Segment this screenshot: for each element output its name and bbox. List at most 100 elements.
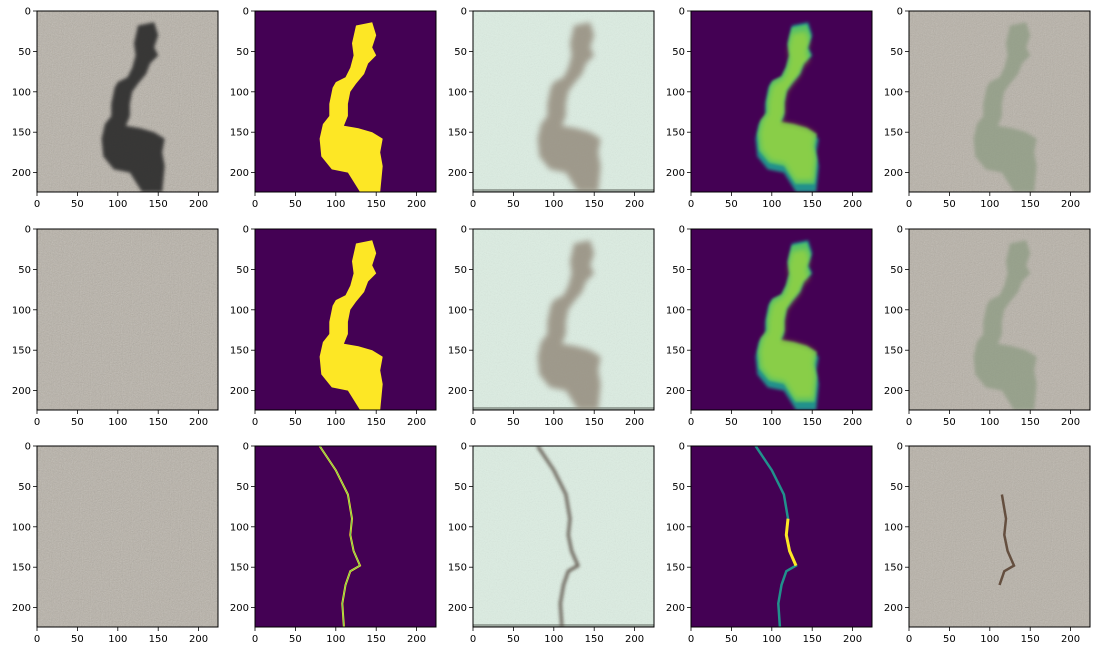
panel-r0-c0: 0 50 100 150 200 0 50 100 150 200 [12,7,219,210]
y-tick-label: 0 [243,442,249,453]
panel-r2-c0: 0 50 100 150 200 0 50 100 150 200 [12,442,219,645]
mask-region [319,22,383,192]
y-tick-label: 100 [12,522,31,533]
x-tick-label: 0 [470,417,476,428]
panel-image [255,229,436,410]
panel-image [473,446,654,627]
x-tick-label: 0 [470,199,476,210]
y-tick-label: 50 [454,482,467,493]
y-tick-label: 50 [890,47,903,58]
x-tick-label: 50 [507,199,520,210]
axes-frame [908,445,1091,628]
x-tick-label: 150 [585,417,604,428]
x-tick-label: 50 [71,199,84,210]
panel-image [37,446,218,627]
x-tick-label: 200 [843,199,862,210]
y-tick-label: 200 [12,168,31,179]
x-tick-label: 50 [943,417,956,428]
x-tick-label: 200 [189,199,208,210]
y-tick-label: 0 [243,7,249,18]
y-tick-label: 50 [454,47,467,58]
y-tick-label: 150 [666,346,685,357]
y-tick-label: 150 [884,563,903,574]
x-tick-label: 50 [507,634,520,645]
panel-r1-c3: 0 50 100 150 200 0 50 100 150 200 [666,225,873,428]
y-tick-label: 50 [890,482,903,493]
panel-r2-c1: 0 50 100 150 200 0 50 100 150 200 [230,442,437,645]
panel-image [473,229,654,410]
x-tick-label: 150 [1021,417,1040,428]
axes-frame [472,228,655,411]
panel-image [909,11,1090,192]
x-tick-label: 150 [1021,199,1040,210]
x-tick-label: 0 [252,199,258,210]
x-tick-label: 150 [367,199,386,210]
x-tick-label: 50 [289,417,302,428]
panel-image [909,229,1090,410]
y-tick-label: 200 [666,386,685,397]
x-tick-label: 100 [762,199,781,210]
y-tick-label: 0 [679,7,685,18]
y-tick-label: 200 [884,168,903,179]
x-tick-label: 150 [803,634,822,645]
y-tick-label: 100 [230,522,249,533]
x-tick-label: 200 [625,199,644,210]
x-tick-label: 50 [725,417,738,428]
x-tick-label: 0 [252,634,258,645]
y-tick-label: 100 [230,305,249,316]
x-tick-label: 100 [544,199,563,210]
y-tick-label: 150 [666,563,685,574]
y-tick-label: 0 [243,225,249,236]
axes-frame [36,10,219,193]
panel-image [37,229,218,410]
panel-r0-c4: 0 50 100 150 200 0 50 100 150 200 [884,7,1091,210]
panel-r1-c4: 0 50 100 150 200 0 50 100 150 200 [884,225,1091,428]
x-tick-label: 100 [762,634,781,645]
y-tick-label: 50 [18,265,31,276]
x-tick-label: 0 [688,199,694,210]
y-tick-label: 50 [18,47,31,58]
y-tick-label: 0 [897,225,903,236]
x-tick-label: 100 [980,417,999,428]
y-tick-label: 50 [672,482,685,493]
panel-image [909,446,1090,627]
x-tick-label: 150 [149,417,168,428]
axes-frame [36,228,219,411]
x-tick-label: 0 [906,634,912,645]
x-tick-label: 100 [544,634,563,645]
y-tick-label: 100 [448,87,467,98]
x-tick-label: 100 [980,199,999,210]
x-tick-label: 100 [108,417,127,428]
y-tick-label: 50 [236,265,249,276]
y-tick-label: 200 [884,386,903,397]
panel-r2-c4: 0 50 100 150 200 0 50 100 150 200 [884,442,1091,645]
y-tick-label: 200 [230,386,249,397]
x-tick-label: 200 [843,417,862,428]
y-tick-label: 150 [448,128,467,139]
x-tick-label: 200 [1061,417,1080,428]
panel-r1-c1: 0 50 100 150 200 0 50 100 150 200 [230,225,437,428]
y-tick-label: 50 [454,265,467,276]
y-tick-label: 100 [448,305,467,316]
panel-image [255,446,436,627]
x-tick-label: 0 [470,634,476,645]
x-tick-label: 150 [367,634,386,645]
y-tick-label: 150 [666,128,685,139]
y-tick-label: 100 [666,87,685,98]
x-tick-label: 50 [71,417,84,428]
y-tick-label: 0 [679,225,685,236]
x-tick-label: 100 [980,634,999,645]
y-tick-label: 150 [448,346,467,357]
x-tick-label: 200 [407,417,426,428]
overlay-region [973,240,1037,410]
x-tick-label: 100 [108,634,127,645]
x-tick-label: 50 [289,199,302,210]
panel-r2-c3: 0 50 100 150 200 0 50 100 150 200 [666,442,873,645]
y-tick-label: 100 [666,522,685,533]
panel-r1-c0: 0 50 100 150 200 0 50 100 150 200 [12,225,219,428]
x-tick-label: 0 [34,199,40,210]
x-tick-label: 150 [149,634,168,645]
panel-image [255,11,436,192]
x-tick-label: 150 [803,417,822,428]
